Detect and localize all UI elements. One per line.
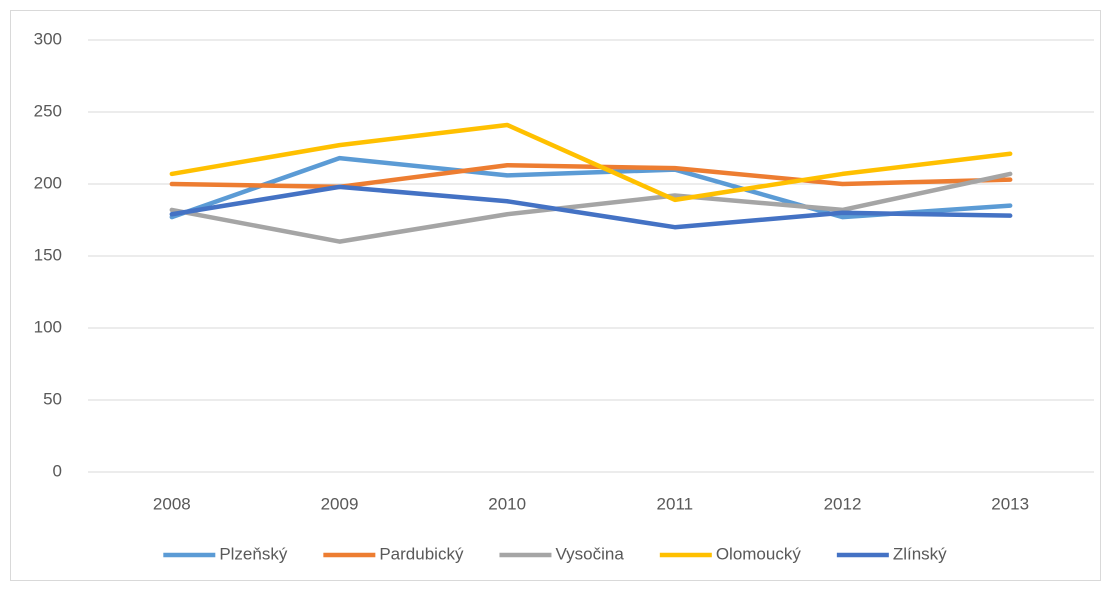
- x-tick-label: 2013: [991, 494, 1029, 513]
- series-line: [169, 163, 1013, 190]
- y-tick-label: 100: [34, 317, 62, 336]
- legend-label: Pardubický: [379, 544, 464, 563]
- x-tick-label: 2008: [153, 494, 191, 513]
- legend-label: Zlínský: [893, 544, 947, 563]
- y-tick-label: 200: [34, 173, 62, 192]
- x-tick-label: 2009: [321, 494, 359, 513]
- legend-label: Vysočina: [555, 544, 624, 563]
- y-tick-label: 0: [53, 461, 62, 480]
- y-tick-label: 50: [43, 389, 62, 408]
- legend-label: Plzeňský: [219, 544, 288, 563]
- x-tick-label: 2012: [824, 494, 862, 513]
- series-line: [169, 171, 1013, 244]
- x-tick-label: 2011: [657, 494, 694, 513]
- x-tick-label: 2010: [488, 494, 526, 513]
- y-tick-label: 300: [34, 29, 62, 48]
- y-tick-label: 250: [34, 101, 62, 120]
- y-tick-label: 150: [34, 245, 62, 264]
- chart-frame: [10, 10, 1101, 581]
- series-line: [169, 122, 1013, 203]
- legend-label: Olomoucký: [716, 544, 802, 563]
- series-line: [169, 184, 1013, 230]
